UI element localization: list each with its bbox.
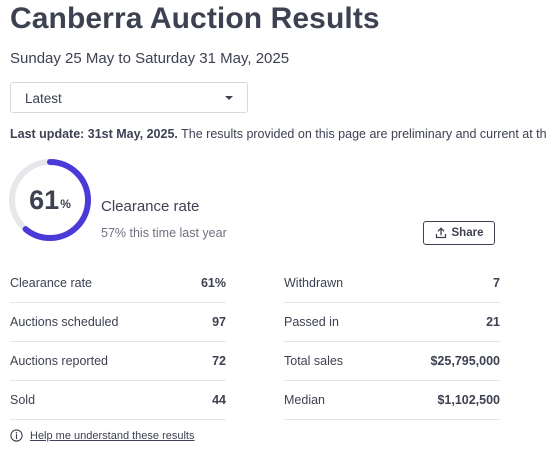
period-select-value: Latest [25, 91, 62, 106]
chevron-down-icon [225, 96, 233, 100]
stat-row-total-sales: Total sales $25,795,000 [284, 342, 500, 381]
stat-row-passed-in: Passed in 21 [284, 303, 500, 342]
stat-row-clearance-rate: Clearance rate 61% [10, 264, 226, 303]
stat-label: Total sales [284, 354, 344, 368]
stat-label: Withdrawn [284, 276, 344, 290]
page-title: Canberra Auction Results [10, 2, 380, 35]
stat-value: 7 [493, 276, 500, 290]
stat-row-sold: Sold 44 [10, 381, 226, 420]
stat-row-median: Median $1,102,500 [284, 381, 500, 420]
help-understand-results-link[interactable]: Help me understand these results [30, 429, 195, 442]
share-upload-icon [435, 227, 446, 239]
share-button[interactable]: Share [423, 221, 495, 245]
period-select[interactable]: Latest [10, 82, 248, 113]
stat-row-auctions-scheduled: Auctions scheduled 97 [10, 303, 226, 342]
clearance-gauge-value: 61% [8, 158, 92, 242]
stats-table-right: Withdrawn 7 Passed in 21 Total sales $25… [284, 264, 500, 420]
stat-label: Clearance rate [10, 276, 92, 290]
stat-row-withdrawn: Withdrawn 7 [284, 264, 500, 303]
stat-label: Sold [10, 393, 36, 407]
clearance-rate-number: 61 [29, 184, 60, 215]
stat-value: 44 [212, 393, 226, 407]
clearance-rate-comparison: 57% this time last year [101, 226, 227, 240]
date-range: Sunday 25 May to Saturday 31 May, 2025 [10, 50, 290, 67]
info-circle-icon [10, 429, 23, 442]
stat-value: 97 [212, 315, 226, 329]
stat-label: Auctions scheduled [10, 315, 119, 329]
share-label: Share [451, 227, 484, 239]
last-update-text: The results provided on this page are pr… [177, 127, 547, 141]
stat-label: Median [284, 393, 325, 407]
clearance-rate-title: Clearance rate [101, 198, 200, 215]
stat-label: Passed in [284, 315, 339, 329]
stat-value: 21 [486, 315, 500, 329]
stat-value: $25,795,000 [430, 354, 500, 368]
stat-label: Auctions reported [10, 354, 108, 368]
help-row: Help me understand these results [10, 429, 194, 442]
stats-table-left: Clearance rate 61% Auctions scheduled 97… [10, 264, 226, 420]
stat-value: 72 [212, 354, 226, 368]
stat-value: 61% [200, 276, 226, 290]
stat-value: $1,102,500 [437, 393, 500, 407]
last-update-date: Last update: 31st May, 2025. [10, 127, 178, 141]
clearance-gauge-fill [9, 159, 91, 241]
stat-row-auctions-reported: Auctions reported 72 [10, 342, 226, 381]
clearance-rate-percent-sign: % [60, 197, 71, 211]
clearance-gauge [9, 159, 91, 241]
last-update-notice: Last update: 31st May, 2025. The results… [10, 127, 554, 141]
